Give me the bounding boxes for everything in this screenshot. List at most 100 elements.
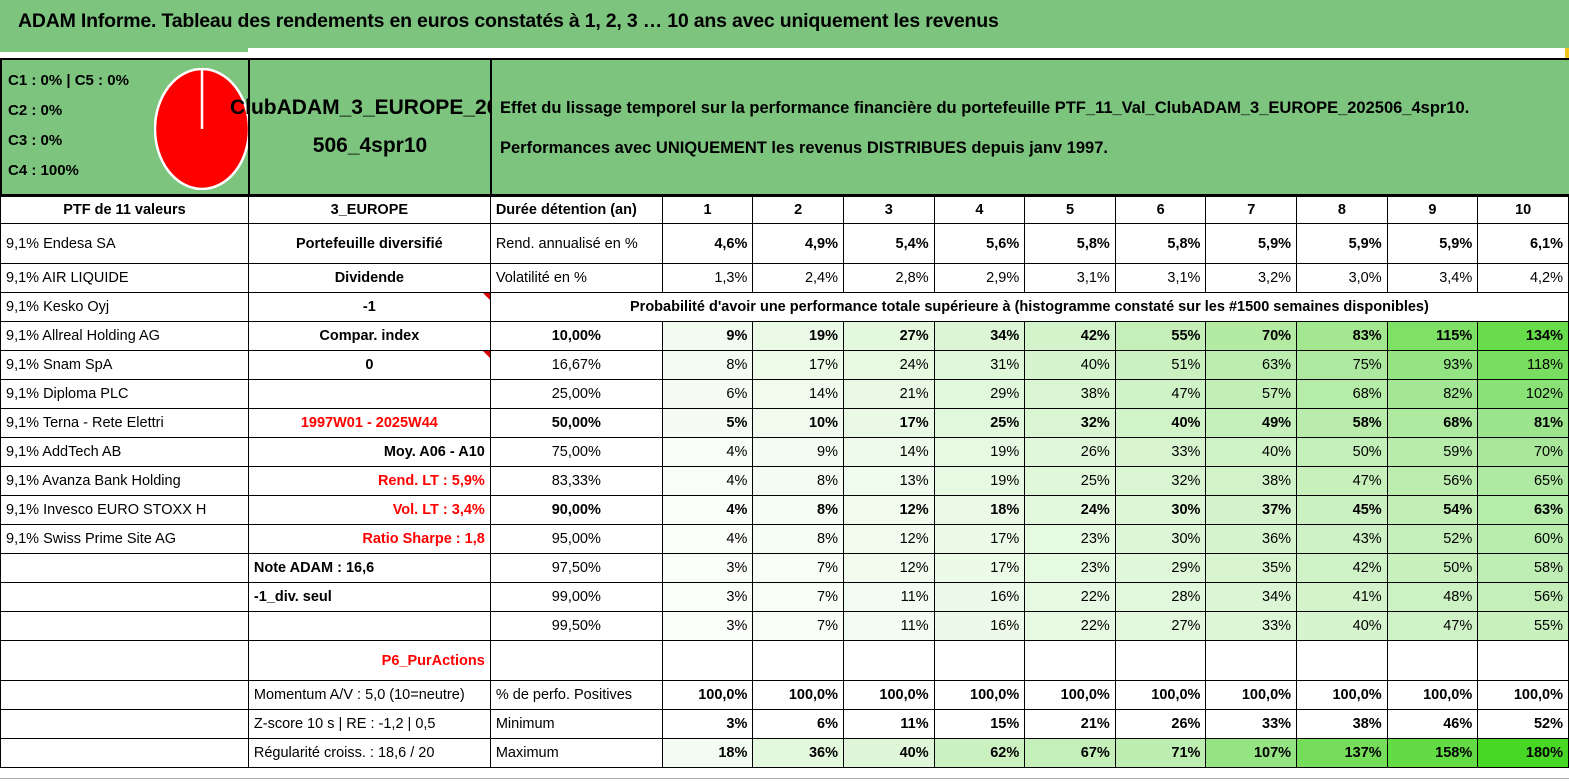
q8333-4: 19% [933,466,1026,496]
q95-10: 60% [1477,524,1569,554]
class-legend-line-1: C1 : 0% | C5 : 0% [8,72,129,89]
label-portefeuille-diversifie: Portefeuille diversifié [247,223,491,264]
q10-7: 70% [1205,321,1298,351]
holding-blank-2 [0,582,249,612]
col-header-1: 1 [661,196,754,224]
q75-9: 59% [1386,437,1479,467]
pos-5: 100,0% [1024,680,1116,710]
holding-blank-7 [0,738,249,768]
rend-2: 4,9% [752,223,844,264]
q975-5: 23% [1024,553,1116,583]
q10-4: 34% [933,321,1026,351]
q75-2: 9% [752,437,844,467]
q8333-6: 32% [1114,466,1207,496]
pos-2: 100,0% [752,680,844,710]
pos-9: 100,0% [1386,680,1479,710]
col-header-4: 4 [933,196,1026,224]
vol-9: 3,4% [1386,263,1479,293]
spacer-5 [1024,640,1116,681]
quantile-label-995: 99,50% [489,611,663,641]
min-4: 15% [933,709,1026,739]
label-moy-a06-a10: Moy. A06 - A10 [247,437,491,467]
label-compar-index: Compar. index [247,321,491,351]
q90-4: 18% [933,495,1026,525]
holding-9: 9,1% Invesco EURO STOXX H [0,495,249,525]
q50-2: 10% [752,408,844,438]
rend-10: 6,1% [1477,223,1569,264]
min-1: 3% [661,709,754,739]
q50-5: 32% [1024,408,1116,438]
q25-9: 82% [1386,379,1479,409]
q90-7: 37% [1205,495,1298,525]
quantile-label-50: 50,00% [489,408,663,438]
q8333-2: 8% [752,466,844,496]
spacer-6 [1114,640,1207,681]
q99-10: 56% [1477,582,1569,612]
vol-10: 4,2% [1477,263,1569,293]
pos-4: 100,0% [933,680,1026,710]
table-row-q95: 9,1% Swiss Prime Site AG Ratio Sharpe : … [0,524,1569,554]
holding-6: 9,1% Terna - Rete Elettri [0,408,249,438]
table-row-minimum: Z-score 10 s | RE : -1,2 | 0,5 Minimum 3… [0,709,1569,739]
q10-10: 134% [1477,321,1569,351]
q25-5: 38% [1024,379,1116,409]
holding-3: 9,1% Allreal Holding AG [0,321,249,351]
label-regularite: Régularité croiss. : 18,6 / 20 [247,738,491,768]
max-6: 71% [1114,738,1207,768]
table-row-maximum: Régularité croiss. : 18,6 / 20 Maximum 1… [0,738,1569,768]
holding-blank-1 [0,553,249,583]
vol-3: 2,8% [843,263,935,293]
q99-5: 22% [1024,582,1116,612]
q995-5: 22% [1024,611,1116,641]
min-8: 38% [1296,709,1388,739]
holding-1: 9,1% AIR LIQUIDE [0,263,249,293]
col-header-10: 10 [1477,196,1569,224]
label-div-seul: -1_div. seul [247,582,491,612]
q975-10: 58% [1477,553,1569,583]
min-10: 52% [1477,709,1569,739]
table-row-rendement: 9,1% Endesa SA Portefeuille diversifié R… [0,223,1569,264]
holding-0: 9,1% Endesa SA [0,223,249,264]
col-header-5: 5 [1024,196,1116,224]
ptf-header-cell: PTF de 11 valeurs [0,196,249,224]
table-row-q995: 99,50% 3% 7% 11% 16% 22% 27% 33% 40% 47%… [0,611,1569,641]
q95-1: 4% [661,524,754,554]
max-1: 18% [661,738,754,768]
holding-5: 9,1% Diploma PLC [0,379,249,409]
description-line-1: Effet du lissage temporel sur la perform… [500,99,1470,117]
class-legend-line-3: C3 : 0% [8,132,63,149]
table-row-q975: Note ADAM : 16,6 97,50% 3% 7% 12% 17% 23… [0,553,1569,583]
q95-8: 43% [1296,524,1388,554]
max-3: 40% [843,738,935,768]
holding-2: 9,1% Kesko Oyj [0,292,249,322]
q95-2: 8% [752,524,844,554]
q1667-6: 51% [1114,350,1207,380]
title-separator-right-nub [1565,48,1569,58]
q25-7: 57% [1205,379,1298,409]
q975-3: 12% [843,553,935,583]
min-3: 11% [843,709,935,739]
probabilite-banner: Probabilité d'avoir une performance tota… [489,292,1569,322]
q1667-7: 63% [1205,350,1298,380]
spacer-2 [752,640,844,681]
q75-7: 40% [1205,437,1298,467]
q8333-5: 25% [1024,466,1116,496]
label-dividende: Dividende [247,263,491,293]
q95-7: 36% [1205,524,1298,554]
max-10: 180% [1477,738,1569,768]
col-header-2: 2 [752,196,844,224]
vol-1: 1,3% [661,263,754,293]
q995-10: 55% [1477,611,1569,641]
q8333-10: 65% [1477,466,1569,496]
q10-2: 19% [752,321,844,351]
class-legend-line-2: C2 : 0% [8,102,63,119]
header-description-cell: Effet du lissage temporel sur la perform… [490,58,1569,196]
header-allocation-cell: C1 : 0% | C5 : 0% C2 : 0% C3 : 0% C4 : 1… [0,58,250,196]
fund-name-line-2: 506_4spr10 [312,134,428,157]
holding-10: 9,1% Swiss Prime Site AG [0,524,249,554]
rend-9: 5,9% [1386,223,1479,264]
q50-4: 25% [933,408,1026,438]
q975-8: 42% [1296,553,1388,583]
rend-1: 4,6% [661,223,754,264]
description-line-2: Performances avec UNIQUEMENT les revenus… [500,139,1108,157]
